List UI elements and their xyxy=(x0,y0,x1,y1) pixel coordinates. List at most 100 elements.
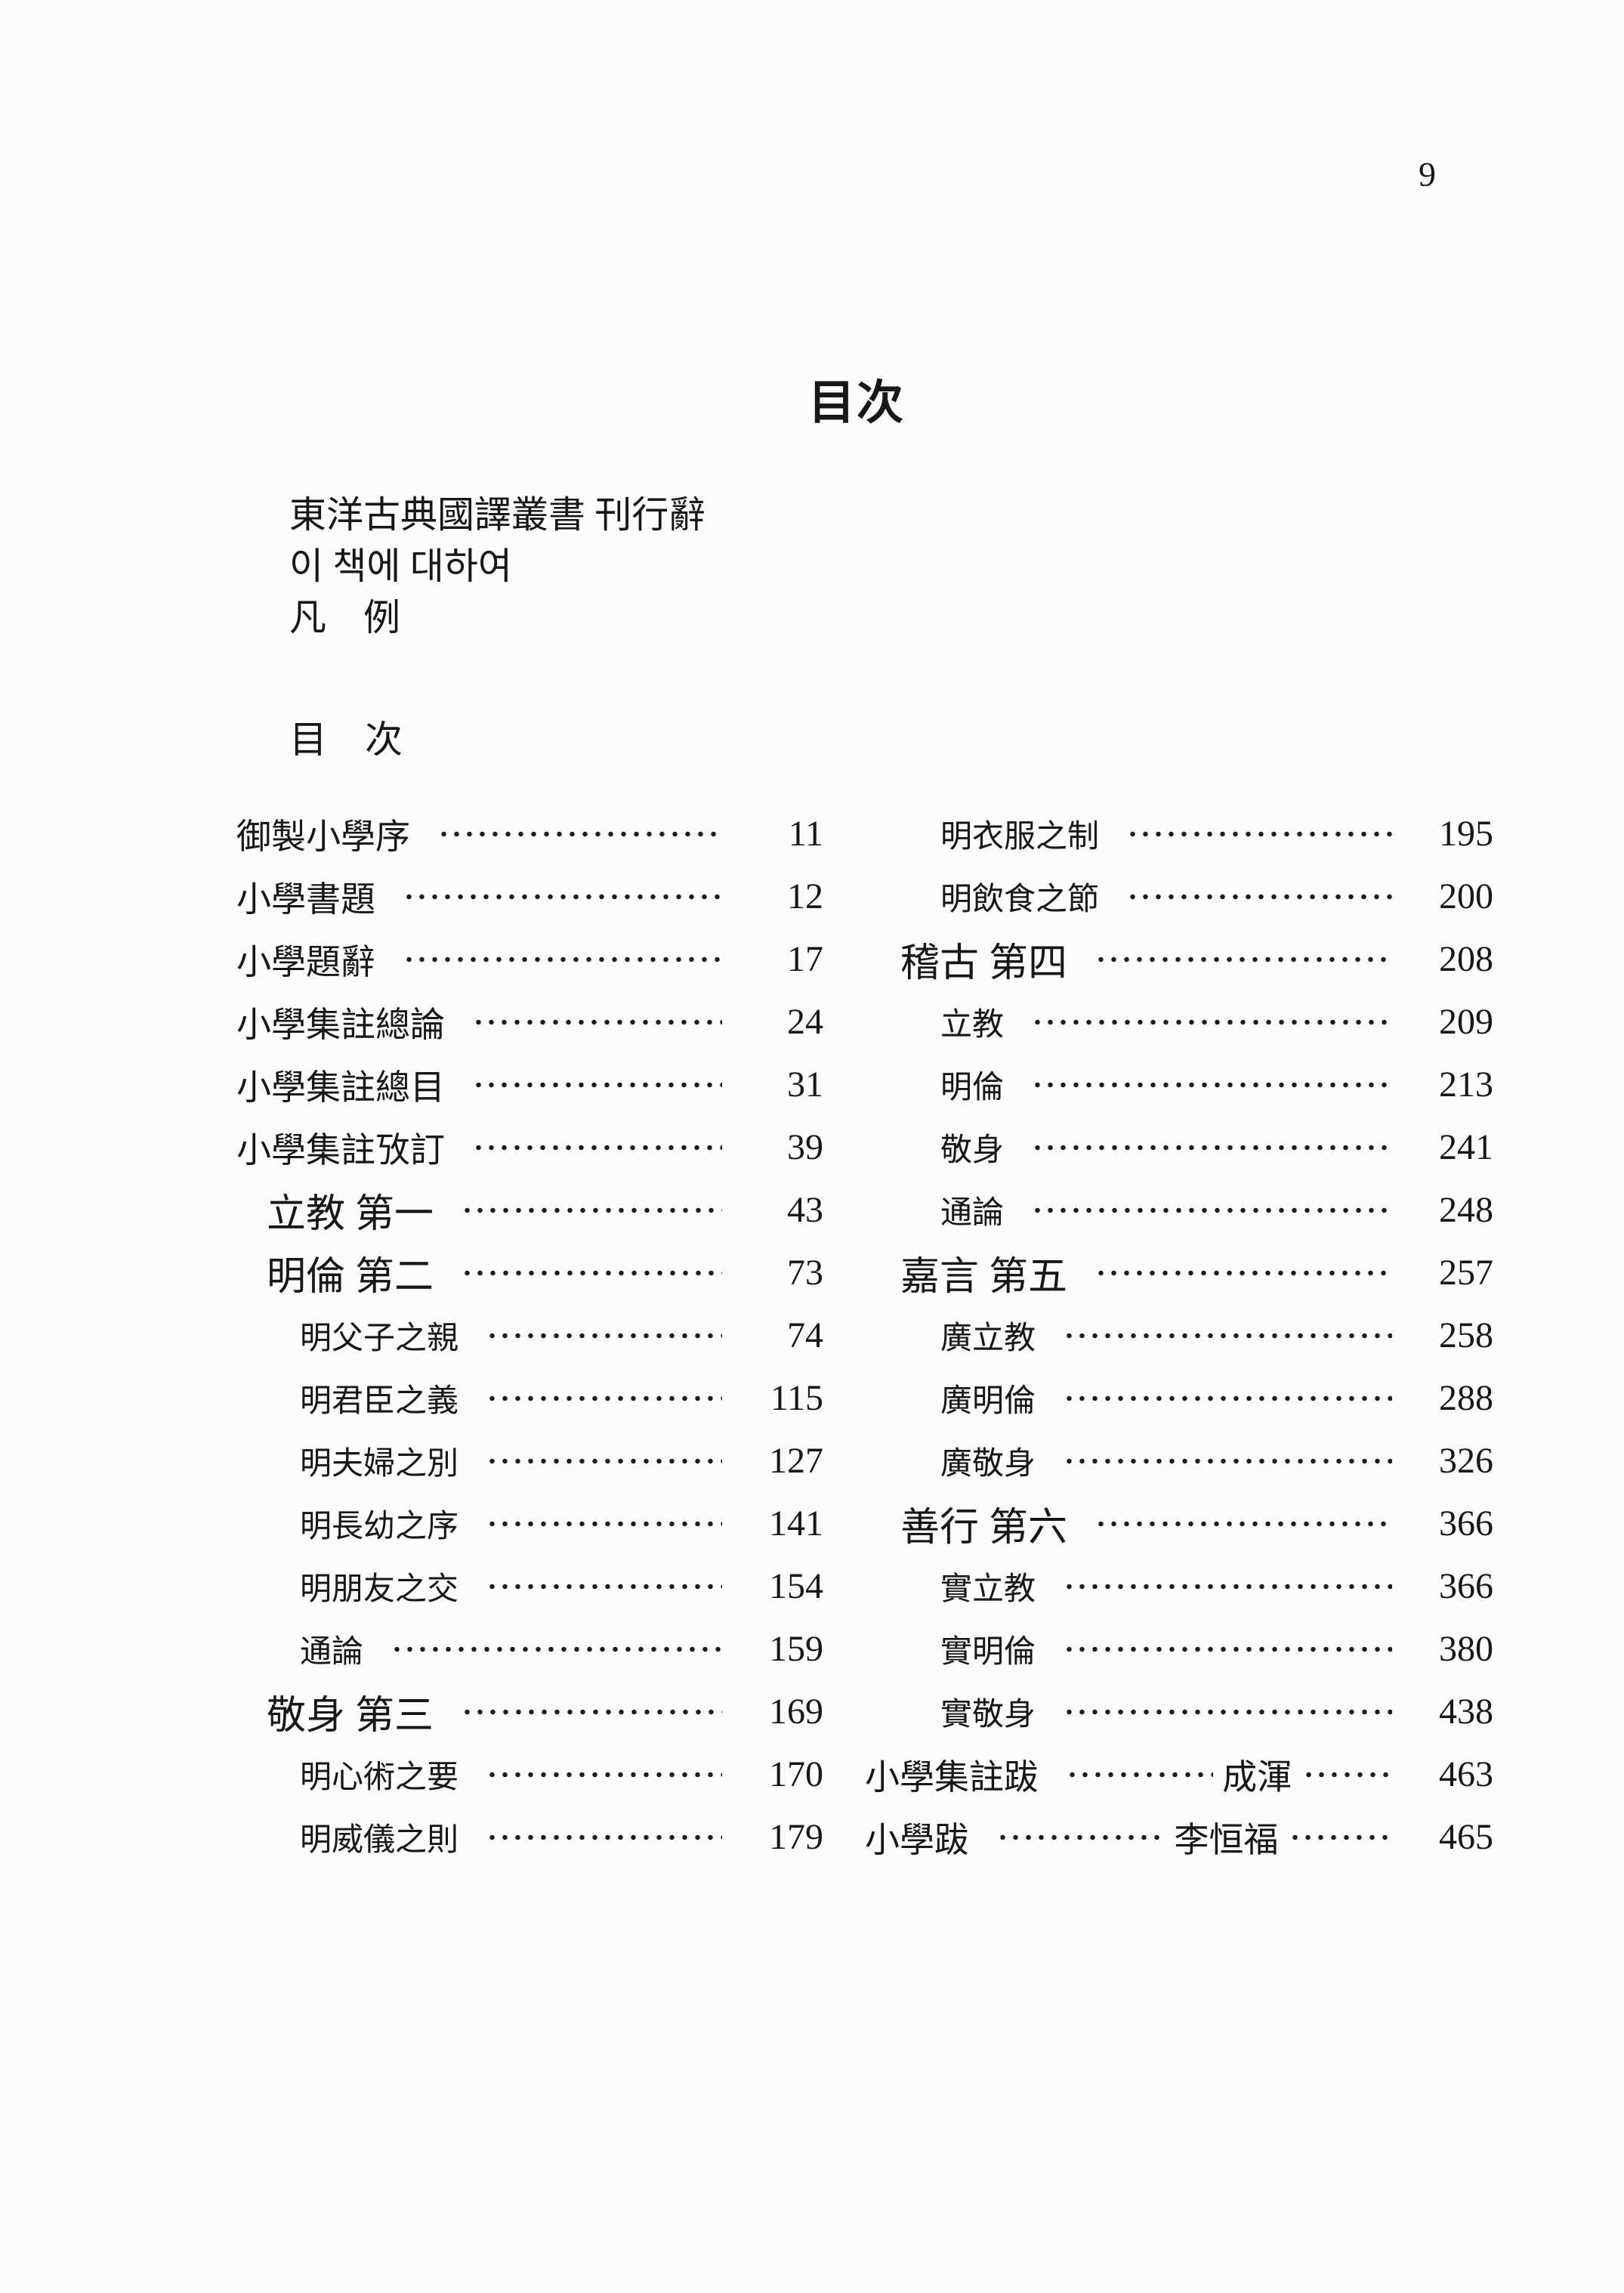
toc-entry-page: 200 xyxy=(1439,876,1493,916)
dot-leader xyxy=(486,1429,722,1492)
toc-right-column: 明衣服之制 195 明飲食之節 200 稽古 第四 208 立教 209 明倫 213 敬身 241 通… xyxy=(865,802,1493,1868)
toc-entry-page: 39 xyxy=(787,1127,823,1167)
dot-leader xyxy=(461,1241,722,1304)
toc-entry-label: 廣立教 xyxy=(940,1321,1036,1356)
toc-row: 小學跋 李恒福 465 xyxy=(865,1806,1493,1868)
toc-row: 善行 第六 366 xyxy=(865,1492,1493,1555)
toc-row: 廣敬身 326 xyxy=(865,1429,1493,1492)
dot-leader xyxy=(1095,928,1392,990)
toc-row: 稽古 第四 208 xyxy=(865,928,1493,990)
toc-row: 通論 159 xyxy=(236,1618,823,1680)
dot-leader xyxy=(1066,1743,1214,1806)
dot-leader xyxy=(472,1116,722,1179)
toc-entry-page: 73 xyxy=(787,1253,823,1293)
toc-entry-label: 實敬身 xyxy=(940,1698,1036,1732)
toc-entry-label: 立教 xyxy=(940,1008,1005,1043)
toc-row: 明威儀之則 179 xyxy=(236,1806,823,1868)
toc-entry-page: 12 xyxy=(787,876,823,916)
toc-entry-label: 明朋友之交 xyxy=(300,1572,459,1607)
dot-leader xyxy=(1095,1492,1392,1555)
toc-entry-label: 實明倫 xyxy=(940,1635,1036,1670)
toc-entry-page: 170 xyxy=(769,1754,823,1794)
dot-leader xyxy=(391,1618,722,1680)
toc-row: 明倫 第二 73 xyxy=(236,1241,823,1304)
toc-entry-page: 257 xyxy=(1439,1253,1493,1293)
toc-row: 立教 209 xyxy=(865,990,1493,1053)
dot-leader xyxy=(1063,1618,1392,1680)
toc-entry-page: 43 xyxy=(787,1190,823,1230)
toc-entry-label: 嘉言 第五 xyxy=(900,1256,1068,1299)
toc-row: 嘉言 第五 257 xyxy=(865,1241,1493,1304)
toc-entry-label: 明父子之親 xyxy=(300,1321,459,1356)
dot-leader xyxy=(486,1492,722,1555)
toc-entry-label: 小學書題 xyxy=(236,879,375,919)
dot-leader xyxy=(1063,1367,1392,1429)
toc-row: 小學題辭 17 xyxy=(236,928,823,990)
toc-entry-label: 通論 xyxy=(300,1635,364,1670)
toc-row: 廣明倫 288 xyxy=(865,1367,1493,1429)
dot-leader xyxy=(437,802,722,865)
toc-entry-page: 208 xyxy=(1439,939,1493,979)
toc-row: 御製小學序 11 xyxy=(236,802,823,865)
toc-entry-page: 288 xyxy=(1439,1378,1493,1418)
toc-entry-label: 廣敬身 xyxy=(940,1447,1036,1482)
dot-leader xyxy=(486,1806,722,1868)
toc-row: 敬身 241 xyxy=(865,1116,1493,1179)
toc-row: 實敬身 438 xyxy=(865,1680,1493,1743)
toc-entry-page: 380 xyxy=(1439,1629,1493,1669)
toc-entry-page: 241 xyxy=(1439,1127,1493,1167)
toc-entry-label: 通論 xyxy=(940,1196,1005,1231)
toc-row: 小學集註總目 31 xyxy=(236,1053,823,1116)
toc-row: 明倫 213 xyxy=(865,1053,1493,1116)
toc-row: 廣立教 258 xyxy=(865,1304,1493,1367)
toc-entry-label: 廣明倫 xyxy=(940,1384,1036,1419)
front-matter-item: 東洋古典國譯叢書 刊行辭 xyxy=(289,494,706,536)
dot-leader xyxy=(461,1179,722,1241)
toc-row: 立教 第一 43 xyxy=(236,1179,823,1241)
toc-entry-label: 小學集註總目 xyxy=(236,1068,445,1107)
toc-entry-label: 明心術之要 xyxy=(300,1760,459,1795)
dot-leader xyxy=(1302,1743,1394,1806)
toc-left-column: 御製小學序 11 小學書題 12 小學題辭 17 小學集註總論 24 小學集註總目 31 小學集註攷… xyxy=(236,802,823,1868)
dot-leader xyxy=(1031,1053,1392,1116)
toc-entry-page: 258 xyxy=(1439,1315,1493,1355)
dot-leader xyxy=(1031,1116,1392,1179)
toc-entry-label: 小學集註跋 xyxy=(865,1757,1039,1797)
dot-leader xyxy=(472,990,722,1053)
toc-row: 小學書題 12 xyxy=(236,865,823,928)
toc-entry-page: 141 xyxy=(769,1503,823,1544)
front-matter-list: 東洋古典國譯叢書 刊行辭 이 책에 대하여 凡 例 xyxy=(289,490,705,644)
front-matter-item: 이 책에 대하여 xyxy=(289,545,512,587)
toc-entry-page: 209 xyxy=(1439,1002,1493,1042)
toc-entry-page: 24 xyxy=(787,1002,823,1042)
toc-row: 明衣服之制 195 xyxy=(865,802,1493,865)
dot-leader xyxy=(1031,1179,1392,1241)
toc-entry-page: 159 xyxy=(769,1629,823,1669)
dot-leader xyxy=(472,1053,722,1116)
toc-entry-label: 明飲食之節 xyxy=(940,882,1100,917)
toc-row: 敬身 第三 169 xyxy=(236,1680,823,1743)
toc-entry-label: 立教 第一 xyxy=(267,1193,434,1236)
toc-entry-page: 248 xyxy=(1439,1190,1493,1230)
toc-row: 小學集註跋 成渾 463 xyxy=(865,1743,1493,1806)
toc-entry-label: 明威儀之則 xyxy=(300,1823,459,1858)
toc-entry-label: 稽古 第四 xyxy=(900,942,1068,985)
toc-entry-label: 小學集註攷訂 xyxy=(236,1130,445,1170)
dot-leader xyxy=(1063,1429,1392,1492)
toc-entry-label: 小學集註總論 xyxy=(236,1005,445,1044)
toc-row: 明夫婦之別 127 xyxy=(236,1429,823,1492)
dot-leader xyxy=(486,1304,722,1367)
toc-entry-label: 小學題辭 xyxy=(236,942,375,981)
toc-entry-page: 465 xyxy=(1439,1817,1493,1857)
page-title: 目次 xyxy=(808,378,906,429)
dot-leader xyxy=(996,1806,1166,1868)
toc-entry-label: 敬身 第三 xyxy=(267,1695,434,1738)
toc-entry-page: 127 xyxy=(769,1441,823,1481)
toc-entry-label: 明長幼之序 xyxy=(300,1510,459,1544)
toc-entry-label: 實立教 xyxy=(940,1572,1036,1607)
toc-entry-page: 179 xyxy=(769,1817,823,1857)
dot-leader xyxy=(486,1555,722,1618)
toc-entry-page: 31 xyxy=(787,1065,823,1105)
dot-leader xyxy=(1289,1806,1394,1868)
toc-row: 明君臣之義 115 xyxy=(236,1367,823,1429)
